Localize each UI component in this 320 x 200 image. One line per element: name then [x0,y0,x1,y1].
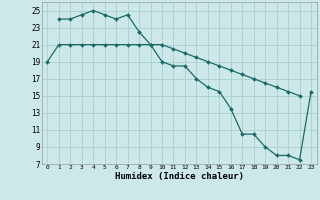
X-axis label: Humidex (Indice chaleur): Humidex (Indice chaleur) [115,172,244,181]
